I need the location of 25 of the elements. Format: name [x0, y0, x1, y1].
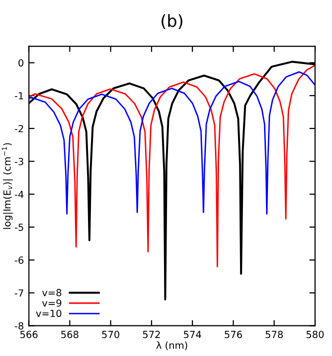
legend-label: v=10 — [36, 310, 62, 318]
y-tick-label: -5 — [14, 224, 24, 231]
line-series — [28, 64, 316, 268]
chart-title: (b) — [162, 14, 182, 30]
y-tick-label: -7 — [14, 289, 24, 297]
line-series — [28, 71, 316, 215]
y-tick-label: -3 — [14, 158, 24, 166]
x-tick-label: 568 — [61, 330, 78, 338]
x-tick-label: 580 — [306, 330, 324, 338]
y-tick-label: -8 — [14, 322, 24, 330]
y-tick-label: 0 — [18, 59, 24, 67]
x-tick-label: 572 — [143, 330, 160, 338]
x-axis-title: λ (nm) — [156, 341, 188, 350]
x-tick-label: 570 — [102, 330, 120, 338]
y-tick-label: -4 — [14, 190, 24, 198]
legend-label: v=8 — [42, 288, 62, 296]
x-tick-label: 578 — [266, 330, 283, 338]
y-axis-title: log|Im(E$_{v}$)| (cm$^{−1}$) — [2, 143, 13, 229]
x-tick-label: 576 — [224, 330, 242, 338]
legend-label: v=9 — [42, 299, 62, 307]
y-tick-label: -6 — [14, 256, 24, 264]
y-tick-label: -1 — [14, 92, 24, 100]
x-tick-label: 566 — [20, 330, 38, 338]
y-tick-label: -2 — [14, 124, 24, 132]
x-tick-label: 574 — [184, 330, 202, 338]
